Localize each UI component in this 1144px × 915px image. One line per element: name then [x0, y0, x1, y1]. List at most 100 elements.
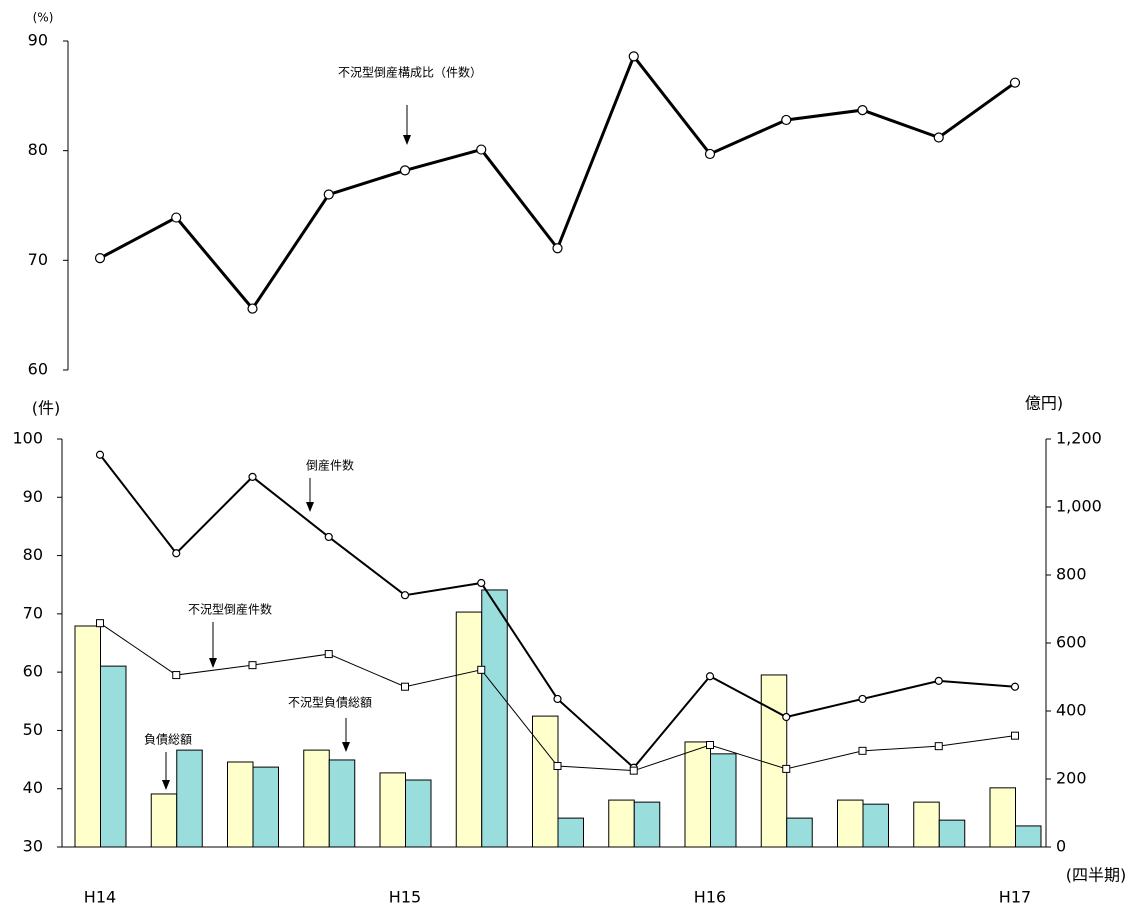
- marker: [781, 114, 792, 126]
- bar: [684, 741, 711, 848]
- bar: [557, 817, 584, 848]
- marker: [248, 472, 257, 481]
- y-tick-label: 60: [28, 360, 48, 379]
- bar: [176, 749, 203, 848]
- y2-axis-label: 億円): [1025, 394, 1063, 413]
- bar: [405, 779, 432, 848]
- y-tick-label: 90: [28, 31, 48, 50]
- x-tick-label: H17: [999, 888, 1031, 907]
- y-tick-label: 60: [23, 662, 43, 681]
- marker: [858, 746, 867, 755]
- x-tick-label: H16: [694, 888, 726, 907]
- y-tick-label: 40: [23, 778, 43, 797]
- marker: [706, 741, 714, 749]
- annotation: 不況型負債総額: [288, 695, 372, 710]
- marker: [476, 144, 487, 155]
- marker: [171, 212, 182, 223]
- bar: [379, 772, 406, 848]
- bar: [862, 803, 889, 848]
- marker: [94, 253, 106, 264]
- marker: [858, 694, 867, 704]
- y-axis-label: (%): [33, 11, 54, 25]
- y-tick-label: 100: [12, 429, 43, 448]
- arrow-head: [306, 502, 314, 512]
- y2-tick-label: 1,200: [1056, 429, 1102, 448]
- marker: [172, 549, 181, 558]
- marker: [401, 682, 409, 691]
- x-tick-label: H15: [389, 888, 421, 907]
- marker: [172, 671, 181, 680]
- marker: [477, 665, 486, 674]
- bar: [303, 749, 330, 848]
- bar: [100, 665, 127, 848]
- marker: [933, 132, 944, 143]
- y-tick-label: 80: [23, 545, 43, 564]
- bar: [989, 787, 1016, 848]
- bar: [786, 817, 813, 848]
- bar: [608, 799, 635, 848]
- bar: [837, 799, 864, 848]
- marker: [629, 766, 638, 775]
- bar: [328, 759, 356, 848]
- marker: [95, 450, 105, 459]
- arrow-head: [162, 780, 170, 790]
- bar: [913, 801, 940, 848]
- bar: [1015, 825, 1042, 848]
- marker: [704, 148, 716, 160]
- bar: [938, 819, 966, 848]
- arrow-head: [209, 658, 217, 668]
- y2-tick-label: 600: [1056, 633, 1087, 652]
- line: [99, 53, 1016, 312]
- arrow-head: [403, 135, 411, 145]
- bar: [633, 801, 661, 848]
- marker: [782, 764, 791, 773]
- marker: [1009, 77, 1021, 88]
- bar: [150, 793, 178, 848]
- y2-tick-label: 0: [1056, 837, 1066, 856]
- y-tick-label: 50: [23, 720, 43, 739]
- y-tick-label: 90: [23, 487, 43, 506]
- marker: [1011, 731, 1019, 740]
- bar: [760, 674, 788, 848]
- marker: [934, 676, 943, 685]
- y-tick-label: 80: [28, 140, 48, 159]
- marker: [553, 694, 562, 704]
- arrow-head: [342, 742, 350, 752]
- marker: [399, 165, 411, 176]
- marker: [324, 532, 333, 542]
- annotation: 倒産件数: [306, 458, 354, 473]
- marker: [782, 712, 791, 722]
- bar: [74, 625, 101, 848]
- y2-tick-label: 400: [1056, 701, 1087, 720]
- marker: [628, 51, 639, 62]
- bar: [227, 761, 254, 848]
- y2-tick-label: 800: [1056, 565, 1087, 584]
- x-tick-label: H14: [84, 888, 116, 907]
- y-tick-label: 70: [28, 250, 48, 269]
- marker: [248, 661, 257, 670]
- marker: [552, 243, 563, 254]
- bar: [532, 715, 559, 848]
- marker: [1010, 682, 1020, 691]
- x-axis-label: (四半期): [1066, 866, 1127, 885]
- bar: [252, 766, 279, 848]
- marker: [96, 619, 104, 628]
- bar: [710, 753, 737, 848]
- marker: [400, 591, 410, 600]
- marker: [705, 672, 715, 681]
- marker: [247, 303, 258, 314]
- marker: [477, 578, 486, 588]
- y-axis-label: (件): [32, 399, 61, 418]
- marker: [934, 742, 943, 751]
- y2-tick-label: 200: [1056, 769, 1087, 788]
- y-tick-label: 70: [23, 603, 43, 622]
- marker: [857, 104, 868, 116]
- marker: [553, 761, 562, 770]
- marker: [324, 650, 333, 659]
- annotation: 不況型倒産件数: [188, 602, 272, 617]
- annotation: 不況型倒産構成比（件数）: [338, 65, 482, 80]
- y2-tick-label: 1,000: [1056, 497, 1102, 516]
- y-tick-label: 30: [23, 837, 43, 856]
- bar: [481, 589, 508, 848]
